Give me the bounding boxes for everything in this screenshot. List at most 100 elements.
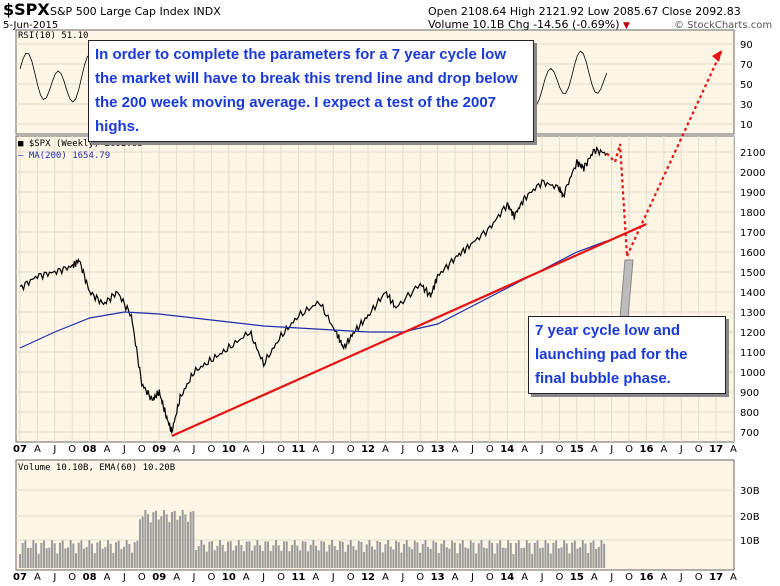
x-tick-label: 12: [361, 572, 375, 583]
price-tick-label: 1100: [740, 348, 765, 359]
x-tick-label: J: [192, 444, 196, 455]
price-tick-label: 1500: [740, 268, 765, 279]
x-tick-label: A: [521, 572, 528, 583]
x-tick-label: 14: [500, 444, 514, 455]
x-tick-label: A: [173, 572, 180, 583]
x-tick-label: J: [609, 444, 613, 455]
x-tick-label: O: [68, 444, 76, 455]
projected-rally-line: [625, 49, 723, 257]
price-stats: Open 2108.64 High 2121.92 Low 2085.67 Cl…: [428, 5, 780, 31]
x-tick-label: 09: [152, 444, 166, 455]
x-tick-label: O: [207, 572, 215, 583]
x-tick-label: J: [540, 444, 544, 455]
x-tick-label: J: [400, 444, 404, 455]
price-tick-label: 2100: [740, 148, 765, 159]
x-tick-label: A: [34, 572, 41, 583]
x-tick-label: 15: [570, 444, 584, 455]
x-tick-label: A: [34, 444, 41, 455]
x-tick-label: A: [243, 572, 250, 583]
trend-line: [171, 222, 647, 438]
price-tick-label: 1400: [740, 288, 765, 299]
x-tick-label: O: [695, 572, 703, 583]
x-tick-label: O: [347, 572, 355, 583]
x-tick-label: A: [660, 444, 667, 455]
close-value: Close 2092.83: [661, 5, 741, 18]
x-tick-label: 17: [709, 572, 723, 583]
price-tick-label: 1600: [740, 248, 765, 259]
x-tick-label: J: [400, 572, 404, 583]
volume-tick-label: 20B: [740, 512, 760, 523]
x-tick-label: 17: [709, 444, 723, 455]
x-tick-label: O: [138, 572, 146, 583]
x-tick-label: O: [138, 444, 146, 455]
annotation-layer: [171, 49, 723, 438]
x-tick-label: A: [452, 572, 459, 583]
x-tick-label: O: [207, 444, 215, 455]
x-tick-label: O: [68, 572, 76, 583]
x-tick-label: J: [52, 572, 56, 583]
low-value: Low 2085.67: [587, 5, 659, 18]
rsi-label: RSI(10) 51.10: [18, 31, 89, 41]
x-tick-label: J: [470, 572, 474, 583]
index-name: S&P 500 Large Cap Index: [50, 5, 190, 18]
x-tick-label: O: [556, 444, 564, 455]
x-tick-label: O: [486, 572, 494, 583]
rsi-tick-label: 70: [740, 60, 753, 71]
rsi-tick-label: 90: [740, 40, 753, 51]
ma-label: — MA(200) 1654.79: [18, 151, 111, 161]
grid-lines: [16, 43, 734, 541]
price-tick-label: 1700: [740, 228, 765, 239]
x-tick-label: 08: [83, 572, 97, 583]
x-tick-label: J: [331, 444, 335, 455]
exchange-label: INDX: [193, 5, 221, 18]
x-tick-label: 10: [222, 572, 236, 583]
x-tick-label: 11: [291, 572, 305, 583]
projected-drop-line: [606, 143, 629, 257]
x-tick-label: 08: [83, 444, 97, 455]
symbol-title: $SPX: [3, 0, 50, 19]
price-tick-label: 1000: [740, 368, 765, 379]
rally-arrowhead: [712, 50, 722, 62]
symbol-name: S&P 500 Large Cap Index INDX: [50, 5, 221, 18]
down-arrow-icon: ▼: [623, 21, 630, 31]
chart-date: 5-Jun-2015: [3, 20, 59, 31]
x-tick-label: 10: [222, 444, 236, 455]
ma-series-line: [19, 240, 608, 349]
x-tick-label: 16: [640, 572, 654, 583]
x-tick-label: A: [452, 444, 459, 455]
x-tick-label: 09: [152, 572, 166, 583]
price-label: ■ $SPX (Weekly) 2092.83: [18, 139, 143, 149]
x-tick-label: J: [122, 444, 126, 455]
x-tick-label: A: [104, 572, 111, 583]
x-tick-label: O: [277, 572, 285, 583]
volume-tick-label: 10B: [740, 536, 760, 547]
x-tick-label: J: [331, 572, 335, 583]
x-tick-label: J: [679, 444, 683, 455]
x-tick-label: O: [625, 444, 633, 455]
x-tick-label: J: [540, 572, 544, 583]
x-tick-label: O: [625, 572, 633, 583]
x-tick-label: A: [591, 572, 598, 583]
x-tick-label: 07: [13, 572, 27, 583]
x-tick-label: A: [730, 572, 737, 583]
x-tick-label: A: [243, 444, 250, 455]
x-tick-label: 15: [570, 572, 584, 583]
x-tick-label: J: [609, 572, 613, 583]
ma-label-text: MA(200) 1654.79: [28, 151, 111, 161]
price-tick-label: 2000: [740, 168, 765, 179]
price-tick-label: 800: [740, 408, 759, 419]
x-tick-label: O: [347, 444, 355, 455]
source-credit: © StockCharts.com: [674, 20, 773, 31]
price-tick-label: 1900: [740, 188, 765, 199]
x-tick-label: 12: [361, 444, 375, 455]
x-tick-label: J: [261, 572, 265, 583]
x-tick-label: A: [382, 444, 389, 455]
x-tick-label: 13: [431, 572, 445, 583]
x-tick-label: O: [416, 572, 424, 583]
x-tick-label: A: [312, 444, 319, 455]
price-tick-label: 1300: [740, 308, 765, 319]
change-value: Chg -14.56 (-0.69%): [507, 18, 620, 31]
price-tick-label: 700: [740, 428, 759, 439]
price-tick-label: 1200: [740, 328, 765, 339]
x-tick-label: A: [104, 444, 111, 455]
